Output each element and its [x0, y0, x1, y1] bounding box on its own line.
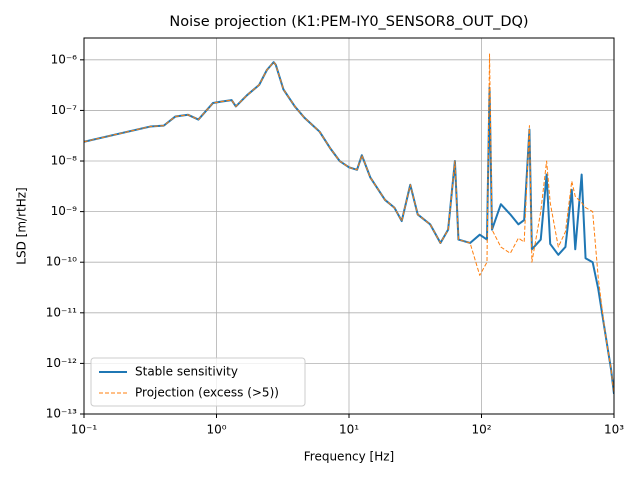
y-tick-label: 10⁻¹⁰: [46, 255, 77, 269]
series-line: [84, 53, 614, 394]
y-tick-label: 10⁻⁶: [51, 52, 78, 66]
x-axis-label: Frequency [Hz]: [304, 450, 395, 464]
x-tick-label: 10²: [471, 423, 491, 437]
legend-label: Projection (excess (>5)): [135, 386, 279, 400]
x-tick-label: 10³: [604, 423, 624, 437]
y-tick-label: 10⁻⁷: [51, 103, 78, 117]
x-tick-label: 10⁻¹: [71, 423, 98, 437]
chart-title: Noise projection (K1:PEM-IY0_SENSOR8_OUT…: [169, 14, 528, 30]
y-axis-label: LSD [m/rtHz]: [15, 187, 29, 264]
x-tick-label: 10⁰: [206, 423, 226, 437]
y-tick-label: 10⁻¹³: [46, 407, 77, 421]
legend-label: Stable sensitivity: [135, 365, 238, 379]
y-tick-label: 10⁻¹¹: [46, 305, 77, 319]
plot-frame: [83, 37, 615, 415]
y-tick-label: 10⁻⁸: [51, 154, 78, 168]
y-tick-label: 10⁻⁹: [51, 204, 78, 218]
legend-box: [90, 357, 306, 407]
legend: Stable sensitivity Projection (excess (>5…: [90, 357, 306, 407]
y-tick-label: 10⁻¹²: [46, 356, 77, 370]
x-tick-label: 10¹: [339, 423, 359, 437]
